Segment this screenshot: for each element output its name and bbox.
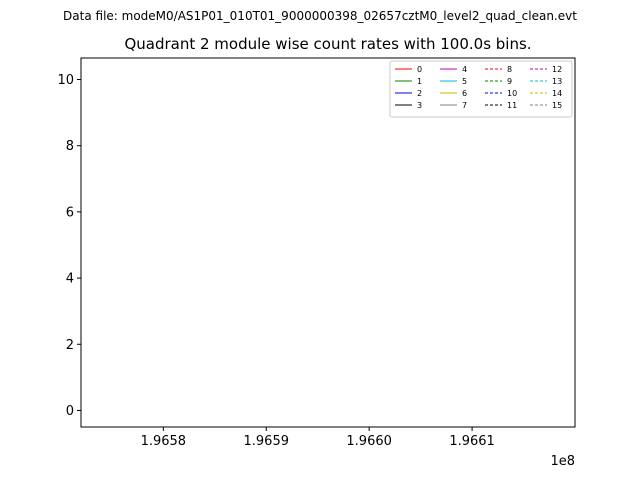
legend-label-10: 10 <box>507 89 517 98</box>
legend-label-8: 8 <box>507 65 512 74</box>
legend-label-9: 9 <box>507 77 512 86</box>
legend-label-7: 7 <box>462 101 467 110</box>
y-tick-label: 4 <box>66 272 74 287</box>
legend-label-14: 14 <box>552 89 562 98</box>
axes-frame <box>80 57 576 428</box>
legend-label-5: 5 <box>462 77 467 86</box>
x-axis: 1.9658 1.9659 1.9660 1.9661 <box>141 427 495 449</box>
legend-label-0: 0 <box>417 65 422 74</box>
y-tick-label: 10 <box>57 73 74 88</box>
y-axis: 0 2 4 6 8 10 <box>57 73 81 419</box>
chart-title: Quadrant 2 module wise count rates with … <box>124 35 531 53</box>
legend-label-15: 15 <box>552 101 562 110</box>
legend-label-1: 1 <box>417 77 422 86</box>
legend-label-12: 12 <box>552 65 562 74</box>
legend-box <box>389 60 573 118</box>
y-tick-label: 2 <box>66 338 74 353</box>
x-offset-label: 1e8 <box>550 454 575 469</box>
x-tick-label: 1.9659 <box>244 434 290 449</box>
legend-label-4: 4 <box>462 65 467 74</box>
legend-label-11: 11 <box>507 101 517 110</box>
legend-label-6: 6 <box>462 89 467 98</box>
x-tick-label: 1.9661 <box>449 434 495 449</box>
legend-label-3: 3 <box>417 101 422 110</box>
legend-label-13: 13 <box>552 77 562 86</box>
y-tick-label: 0 <box>66 404 74 419</box>
suptitle: Data file: modeM0/AS1P01_010T01_90000003… <box>63 9 577 23</box>
x-tick-label: 1.9660 <box>346 434 392 449</box>
y-tick-label: 6 <box>66 205 74 220</box>
legend-label-2: 2 <box>417 89 422 98</box>
x-tick-label: 1.9658 <box>141 434 187 449</box>
y-tick-label: 8 <box>66 139 74 154</box>
